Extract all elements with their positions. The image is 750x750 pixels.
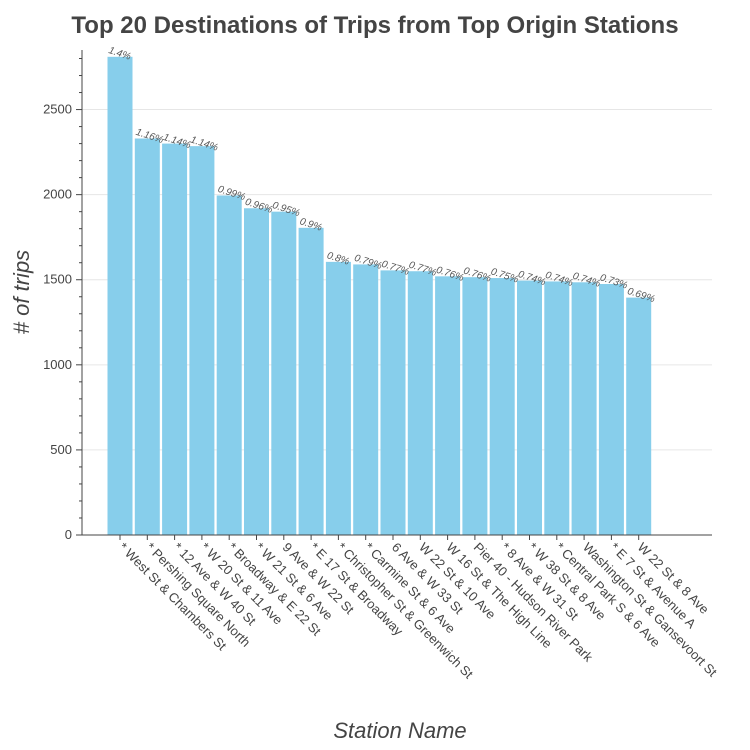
bar	[489, 278, 515, 535]
bar	[134, 138, 160, 536]
bar	[598, 283, 624, 535]
y-tick-label: 0	[65, 527, 72, 542]
y-tick-label: 1500	[43, 272, 72, 287]
bar	[407, 271, 433, 535]
y-tick-label: 2000	[43, 187, 72, 202]
bar	[189, 146, 215, 536]
bar	[162, 143, 188, 535]
chart-title: Top 20 Destinations of Trips from Top Or…	[71, 12, 679, 39]
bar	[244, 208, 269, 535]
bar	[298, 227, 324, 536]
bars	[107, 56, 652, 536]
bar	[544, 281, 570, 535]
bar	[325, 261, 351, 535]
y-tick-label: 1000	[43, 357, 72, 372]
bar	[216, 195, 242, 535]
bar	[462, 277, 488, 535]
axes	[76, 50, 712, 540]
y-tick-labels: 0 500 1000 1500 2000 2500	[43, 102, 72, 542]
bar	[353, 264, 379, 535]
bar	[517, 280, 542, 535]
y-axis-title: # of trips	[9, 250, 34, 334]
bar	[271, 211, 297, 535]
bar	[626, 297, 652, 535]
bar	[435, 276, 461, 535]
bar	[107, 56, 133, 536]
y-tick-label: 2500	[43, 102, 72, 117]
x-category-labels: * West St & Chambers St* Pershing Square…	[116, 540, 720, 682]
bar	[380, 270, 406, 535]
y-tick-label: 500	[50, 442, 72, 457]
bar	[571, 282, 597, 535]
x-axis-title: Station Name	[333, 718, 466, 743]
